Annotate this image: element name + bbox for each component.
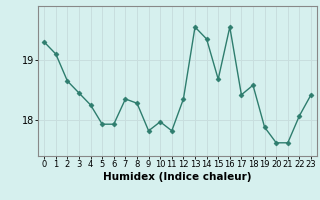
X-axis label: Humidex (Indice chaleur): Humidex (Indice chaleur) (103, 172, 252, 182)
